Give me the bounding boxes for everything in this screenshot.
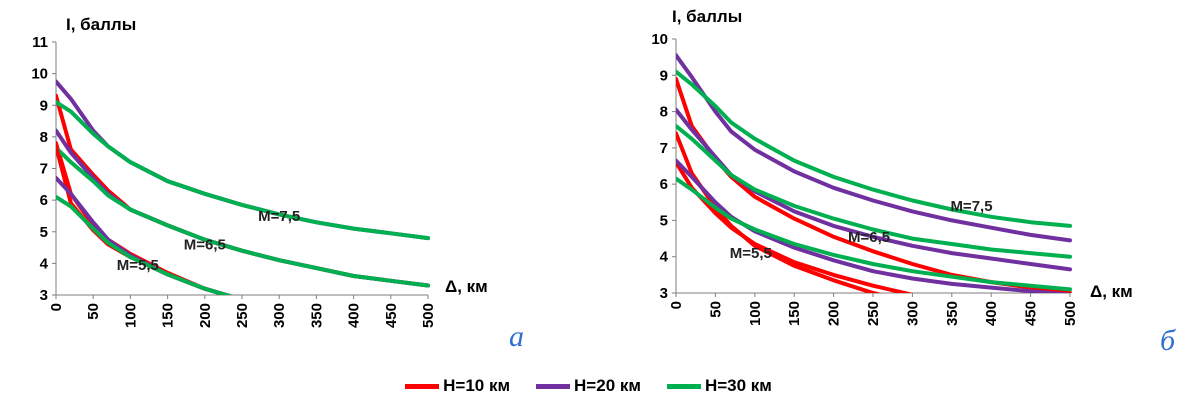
panel-letter: б (1160, 324, 1176, 357)
legend-swatch-h10 (405, 383, 440, 389)
y-tick-label: 8 (660, 104, 668, 121)
x-axis-label: Δ, км (445, 277, 488, 296)
y-tick-label: 6 (40, 192, 48, 209)
series-line-h30-m55 (56, 195, 234, 295)
series-line-h30-m65 (676, 124, 1072, 259)
annotation-label: M=7,5 (258, 208, 300, 225)
series-group (56, 79, 430, 295)
series-line-h20-m65 (676, 107, 1072, 272)
y-tick-label: 6 (660, 176, 668, 193)
x-tick-label: 100 (747, 301, 764, 326)
x-tick-label: 150 (160, 303, 177, 328)
annotation-label: M=6,5 (848, 229, 890, 246)
legend-label-h10: H=10 км (443, 376, 511, 395)
y-tick-label: 3 (40, 287, 48, 304)
legend-swatch-h30 (666, 383, 701, 389)
x-tick-label: 250 (865, 301, 882, 326)
x-tick-label: 0 (48, 303, 65, 311)
annotation-label: M=5,5 (117, 257, 159, 274)
series-group (676, 53, 1072, 293)
y-tick-label: 4 (660, 249, 669, 266)
y-axis-label: I, баллы (66, 15, 136, 34)
x-tick-label: 150 (786, 301, 803, 326)
series-line-h20-m75 (676, 53, 1072, 243)
x-tick-label: 400 (983, 301, 1000, 326)
series-line-h20-m75 (56, 79, 430, 241)
x-tick-label: 0 (668, 301, 685, 309)
y-tick-label: 10 (31, 66, 48, 83)
y-tick-label: 9 (660, 67, 668, 84)
x-tick-label: 300 (904, 301, 921, 326)
y-tick-label: 8 (40, 129, 48, 146)
series-line-h20-m65 (56, 128, 430, 288)
series-line-h30-m75 (676, 69, 1072, 228)
x-tick-label: 50 (85, 303, 102, 320)
series-line-h10-m75 (56, 93, 430, 288)
x-tick-label: 200 (826, 301, 843, 326)
x-tick-label: 50 (707, 301, 724, 318)
x-tick-label: 300 (271, 303, 288, 328)
y-axis-label: I, баллы (672, 7, 742, 26)
series-line-h30-m75 (56, 100, 430, 241)
series-line-h20-m55 (676, 158, 1071, 293)
x-axis-label: Δ, км (1090, 282, 1133, 301)
y-tick-label: 5 (660, 212, 668, 229)
legend-label-h20: H=20 км (574, 376, 641, 395)
chart-panel-a: 3 4 5 6 7 8 9 10 11 0 50 100 150 200 250 300 350 400 450 50… (31, 15, 524, 353)
series-line-h10-m55 (676, 160, 914, 293)
y-tick-label: 7 (660, 140, 668, 157)
panel-letter: а (509, 320, 524, 353)
x-tick-label: 400 (346, 303, 363, 328)
annotation-label: M=6,5 (184, 236, 226, 253)
x-tick-label: 350 (944, 301, 961, 326)
x-tick-label: 250 (234, 303, 251, 328)
x-tick-label: 450 (1023, 301, 1040, 326)
series-line-h30-m55 (676, 176, 1072, 292)
x-tick-label: 500 (420, 303, 437, 328)
x-tick-label: 450 (383, 303, 400, 328)
legend-label-h30: H=30 км (704, 376, 772, 395)
legend: H=10 км H=20 км H=30 км (0, 374, 1177, 398)
legend-item-h20: H=20 км (536, 376, 641, 396)
x-tick-label: 200 (197, 303, 214, 328)
series-line-h10-m65 (56, 141, 234, 295)
y-tick-label: 3 (660, 285, 668, 302)
y-tick-label: 7 (40, 161, 48, 178)
x-tick-label: 500 (1062, 301, 1079, 326)
series-line-h30-m65 (56, 145, 430, 288)
x-tick-label: 100 (122, 303, 139, 328)
annotation-label: M=7,5 (950, 198, 992, 215)
annotation-label: M=5,5 (730, 245, 772, 262)
y-tick-label: 10 (651, 31, 668, 48)
legend-item-h10: H=10 км (405, 376, 510, 396)
legend-item-h30: H=30 км (666, 376, 772, 396)
x-tick-label: 350 (308, 303, 325, 328)
y-tick-label: 4 (40, 255, 49, 272)
y-tick-label: 5 (40, 224, 48, 241)
legend-swatch-h20 (536, 383, 571, 389)
y-tick-label: 11 (32, 34, 48, 51)
y-tick-label: 9 (40, 97, 48, 114)
